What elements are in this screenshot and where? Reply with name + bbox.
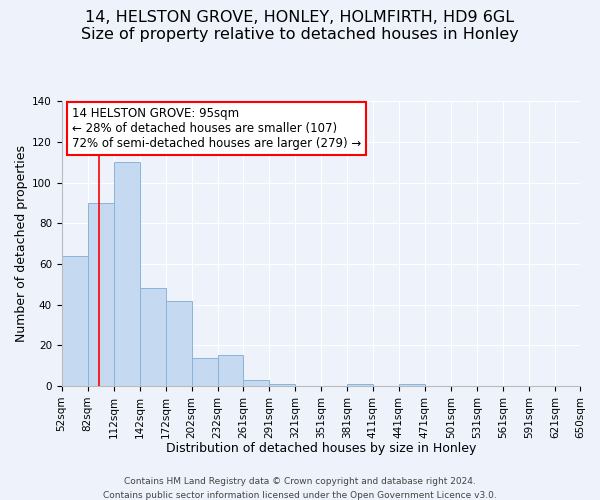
Bar bbox=[140, 288, 166, 386]
Y-axis label: Number of detached properties: Number of detached properties bbox=[15, 145, 28, 342]
Text: 14, HELSTON GROVE, HONLEY, HOLMFIRTH, HD9 6GL
Size of property relative to detac: 14, HELSTON GROVE, HONLEY, HOLMFIRTH, HD… bbox=[81, 10, 519, 42]
Bar bbox=[243, 380, 269, 386]
Bar bbox=[269, 384, 295, 386]
Bar bbox=[166, 300, 191, 386]
Bar bbox=[191, 358, 218, 386]
Bar bbox=[88, 203, 113, 386]
Bar bbox=[113, 162, 140, 386]
Bar bbox=[399, 384, 425, 386]
Text: 14 HELSTON GROVE: 95sqm
← 28% of detached houses are smaller (107)
72% of semi-d: 14 HELSTON GROVE: 95sqm ← 28% of detache… bbox=[72, 107, 361, 150]
Bar bbox=[218, 356, 243, 386]
X-axis label: Distribution of detached houses by size in Honley: Distribution of detached houses by size … bbox=[166, 442, 476, 455]
Bar bbox=[62, 256, 88, 386]
Bar bbox=[347, 384, 373, 386]
Text: Contains HM Land Registry data © Crown copyright and database right 2024.
Contai: Contains HM Land Registry data © Crown c… bbox=[103, 478, 497, 500]
